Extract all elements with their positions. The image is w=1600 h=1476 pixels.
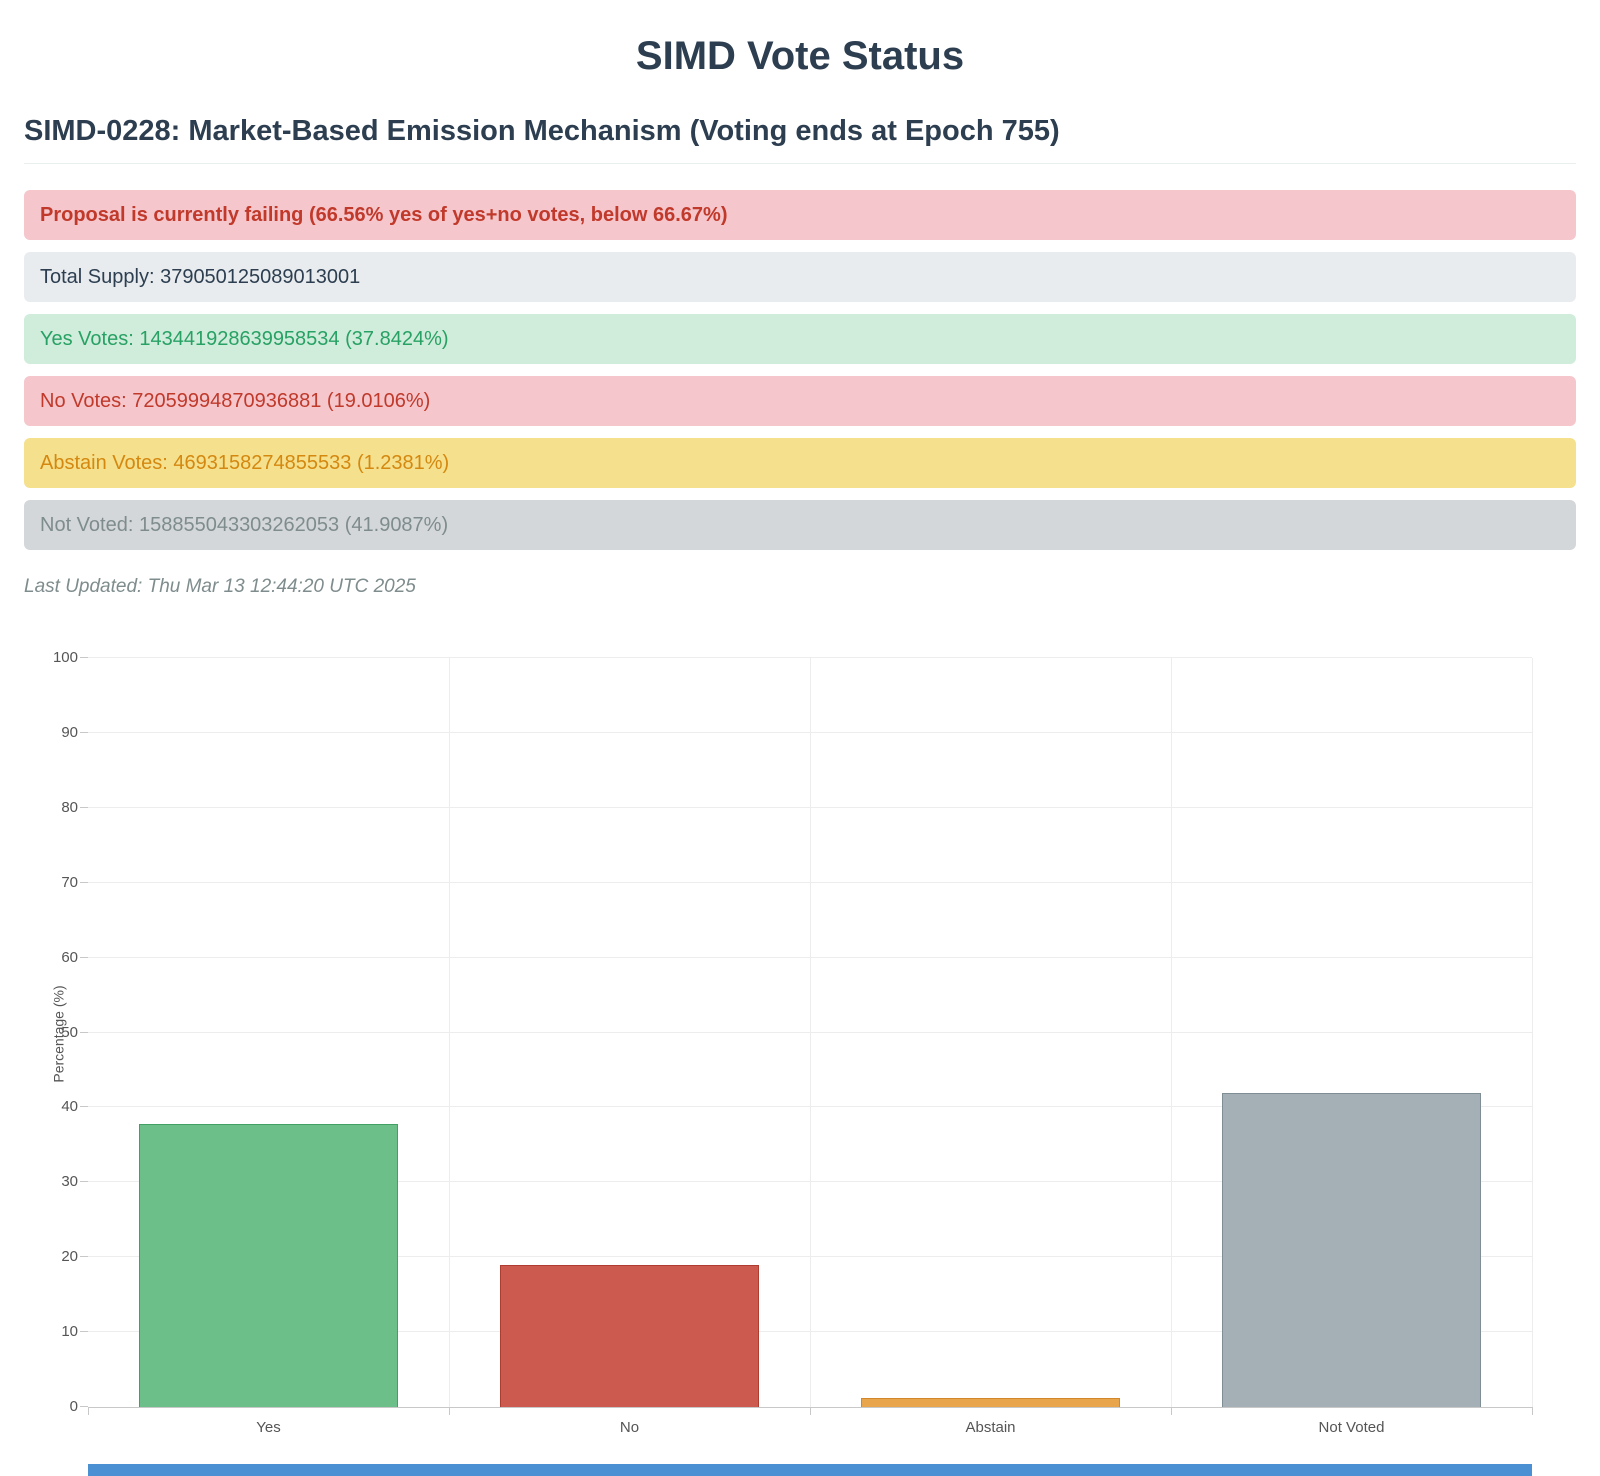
proposal-heading: SIMD-0228: Market-Based Emission Mechani… <box>24 115 1576 164</box>
bar-column-no <box>449 658 810 1407</box>
h-gridline <box>88 657 1532 658</box>
status-banners: Proposal is currently failing (66.56% ye… <box>24 190 1576 550</box>
y-tick-mark <box>80 1181 88 1183</box>
y-tick-mark <box>80 1106 88 1108</box>
bar-abstain <box>860 1397 1121 1407</box>
y-tick-mark <box>80 1031 88 1033</box>
v-gridline <box>1171 658 1172 1407</box>
y-tick-label: 0 <box>69 1398 78 1415</box>
y-tick-mark <box>80 1331 88 1333</box>
status-banner-total-supply: Total Supply: 379050125089013001 <box>24 252 1576 302</box>
y-tick-mark <box>80 806 88 808</box>
bar-no <box>499 1264 760 1407</box>
bar-not-voted <box>1221 1093 1482 1407</box>
y-tick-label: 90 <box>61 723 78 741</box>
y-tick-label: 80 <box>61 798 78 816</box>
x-tick-mark <box>449 1407 450 1415</box>
y-tick-mark <box>80 657 88 658</box>
v-gridline <box>1532 658 1533 1407</box>
y-tick-label: 70 <box>61 873 78 891</box>
bar-column-abstain <box>810 658 1171 1407</box>
status-banner-failing: Proposal is currently failing (66.56% ye… <box>24 190 1576 240</box>
status-banner-abstain-votes: Abstain Votes: 4693158274855533 (1.2381%… <box>24 438 1576 488</box>
last-updated-text: Last Updated: Thu Mar 13 12:44:20 UTC 20… <box>24 576 416 597</box>
status-banner-not-voted: Not Voted: 158855043303262053 (41.9087%) <box>24 500 1576 550</box>
page-container: SIMD Vote Status SIMD-0228: Market-Based… <box>24 34 1576 1441</box>
bar-column-not-voted <box>1171 658 1532 1407</box>
y-tick-label: 100 <box>52 649 78 666</box>
y-tick-label: 50 <box>61 1023 78 1041</box>
y-tick-label: 10 <box>61 1323 78 1341</box>
bottom-partial-element <box>88 1464 1532 1476</box>
x-tick-mark <box>1532 1407 1533 1415</box>
y-tick-mark <box>80 1256 88 1258</box>
x-tick-mark <box>810 1407 811 1415</box>
v-gridline <box>810 658 811 1407</box>
y-tick-label: 30 <box>61 1173 78 1191</box>
y-tick-mark <box>80 956 88 958</box>
status-banner-yes-votes: Yes Votes: 143441928639958534 (37.8424%) <box>24 314 1576 364</box>
x-axis-label-abstain: Abstain <box>965 1419 1016 1436</box>
bar-yes <box>138 1123 399 1407</box>
bar-column-yes <box>88 658 449 1407</box>
x-axis-label-no: No <box>619 1419 640 1436</box>
x-axis-label-not-voted: Not Voted <box>1318 1419 1385 1436</box>
y-tick-mark <box>80 881 88 883</box>
vote-bar-chart: Percentage (%) 0 10 20 30 40 50 60 70 80 90 100 Yes… <box>24 626 1576 1441</box>
y-tick-label: 20 <box>61 1248 78 1266</box>
y-tick-mark <box>80 731 88 733</box>
page-title: SIMD Vote Status <box>635 34 965 78</box>
y-tick-mark <box>80 1406 88 1407</box>
x-tick-mark <box>88 1407 89 1415</box>
v-gridline <box>449 658 450 1407</box>
status-banner-no-votes: No Votes: 72059994870936881 (19.0106%) <box>24 376 1576 426</box>
y-tick-label: 40 <box>61 1098 78 1116</box>
chart-plot-area: 0 10 20 30 40 50 60 70 80 90 100 Yes No Abstain Not Vo… <box>53 649 1533 1436</box>
y-tick-label: 60 <box>61 948 78 966</box>
x-tick-mark <box>1171 1407 1172 1415</box>
x-axis-label-yes: Yes <box>256 1419 281 1436</box>
